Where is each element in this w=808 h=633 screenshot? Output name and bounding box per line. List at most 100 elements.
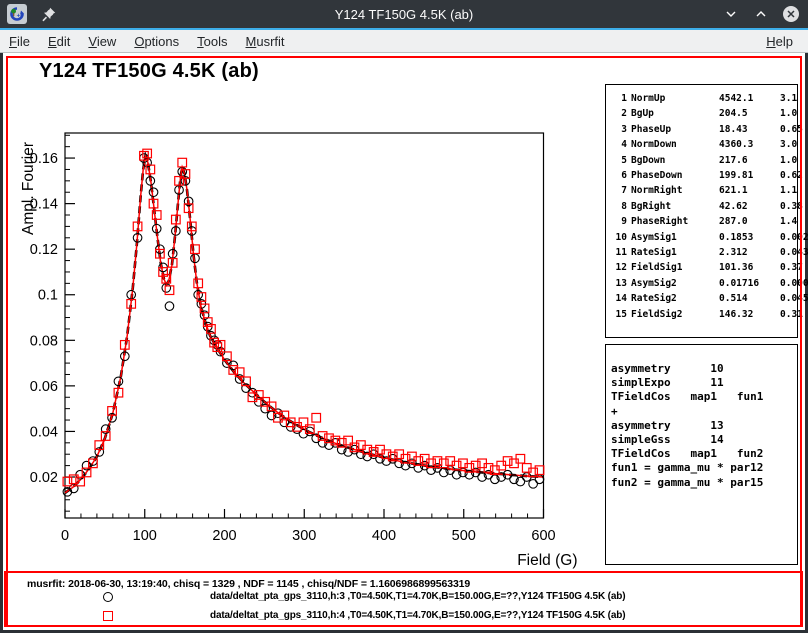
param-number: 1 [621,93,627,104]
data-point-square [324,433,334,444]
parameter-row: 14 RateSig2 0.514 0.045 [610,291,808,306]
param-error: 1.1 [780,185,798,197]
fit-curve [64,150,544,494]
parameter-row: 10 AsymSig1 0.1853 0.0028 [610,230,808,245]
close-button[interactable] [782,5,800,23]
menu-item-view[interactable]: View [88,33,117,49]
data-point-circle [502,469,513,480]
data-point-square [381,449,392,460]
y-tick-label: 0.1 [38,288,58,304]
data-point-square [183,203,194,214]
data-point-circle [477,472,487,482]
menu-item-tools[interactable]: Tools [197,33,228,49]
theory-line: fun2 = gamma_mu * par15 [611,475,764,489]
data-point-square [368,447,379,457]
legend-marker-square-icon [103,611,113,621]
data-point-circle [400,460,411,471]
data-point-square [174,175,184,186]
data-point-circle [193,289,204,300]
data-point-square [142,148,153,159]
param-value: 4542.1 [719,93,754,104]
param-value: 204.5 [719,108,748,120]
data-point-circle [113,376,124,387]
parameter-row: 4 NormDown 4360.3 3.0 [610,137,797,152]
plot-pad[interactable]: 0 100 200 300 400 500 600 0.02 0.04 0.06 0.08 0.1 0.… [3,53,603,569]
data-point-square [212,342,223,353]
data-point-square [81,467,92,478]
data-point-circle [107,412,117,423]
svg-text:++: ++ [17,14,25,20]
menu-item-help[interactable]: Help [766,33,793,49]
pin-icon[interactable] [41,6,57,22]
data-point-square [215,339,226,350]
data-point-square [279,410,290,421]
parameter-row: 3 PhaseUp 18.43 0.65 [610,122,803,137]
parameter-row: 8 BgRight 42.62 0.38 [610,199,803,214]
param-error: 0.0028 [780,231,808,243]
plot-frame [64,132,545,519]
data-point-square [483,462,494,473]
theory-pad[interactable]: asymmetry 10 simplExpo 11 TFieldCos map1 f… [605,344,798,565]
y-axis-title: Ampl. Fourier [20,142,37,235]
data-point-square [413,456,424,466]
data-point-square [75,476,86,487]
param-error: 0.00098 [780,277,808,289]
window-title: Y124 TF150G 4.5K (ab) [334,6,474,22]
menu-item-musrfit[interactable]: Musrfit [245,33,285,49]
x-axis-title: Field (G) [517,552,577,569]
menu-item-options[interactable]: Options [134,33,180,49]
menu-item-file[interactable]: File [9,33,30,49]
y-tick-label: 0.02 [30,470,58,486]
data-point-square [180,169,191,179]
minimize-button[interactable] [722,5,740,23]
x-tick-label: 600 [531,528,555,544]
fit-curve [64,152,544,494]
data-point-square [221,351,232,362]
legend-row: data/deltat_pta_gps_3110,h:4 ,T0=4.50K,T… [6,609,801,625]
data-point-square [107,406,117,416]
param-name: NormRight [631,185,683,197]
x-tick-label: 100 [133,528,157,544]
root-logo-icon: ++ [10,7,25,21]
param-number: 7 [621,185,627,197]
data-point-square [186,221,197,232]
data-point-square [317,431,328,441]
param-error: 0.37 [780,262,803,274]
param-number: 6 [621,170,627,182]
param-value: 4360.3 [719,139,754,151]
data-point-square [177,157,188,168]
parameter-row: 7 NormRight 621.1 1.1 [610,183,797,198]
data-point-circle [199,310,210,321]
data-point-square [336,437,347,448]
data-point-square [206,324,216,334]
data-point-circle [336,444,347,455]
maximize-button[interactable] [752,5,770,23]
data-point-square [426,458,436,469]
param-name: FieldSig2 [631,308,683,320]
parameter-row: 9 PhaseRight 287.0 1.4 [610,214,797,229]
info-pad[interactable]: musrfit: 2018-06-30, 13:19:40, chisq = 1… [4,571,803,627]
param-number: 10 [615,231,627,243]
data-point-square [132,221,143,232]
data-point-circle [151,223,162,234]
data-point-square [167,257,178,268]
data-point-square [515,453,526,464]
param-name: BgUp [631,108,654,120]
data-point-circle [413,463,424,473]
y-tick-label: 0.06 [30,379,58,395]
data-point-square [253,390,264,400]
root-canvas[interactable]: Y124 TF150G 4.5K (ab) 0 100 200 300 400 500 60… [3,53,808,630]
parameter-pad[interactable]: 1 NormUp 4542.1 3.1 2 BgUp 204.5 1.0 3 PhaseUp 18.… [605,84,808,338]
data-point-square [349,442,360,453]
root-app-icon[interactable]: ++ [7,4,27,24]
parameter-row: 5 BgDown 217.6 1.0 [610,153,797,168]
param-name: NormUp [631,93,666,104]
param-name: BgRight [631,200,672,212]
theory-line: simpleGss 14 [611,433,724,447]
menu-item-edit[interactable]: Edit [47,33,71,49]
data-point-circle [148,187,159,198]
param-error: 1.4 [780,216,798,228]
param-value: 42.62 [719,200,748,212]
data-point-circle [260,403,271,414]
